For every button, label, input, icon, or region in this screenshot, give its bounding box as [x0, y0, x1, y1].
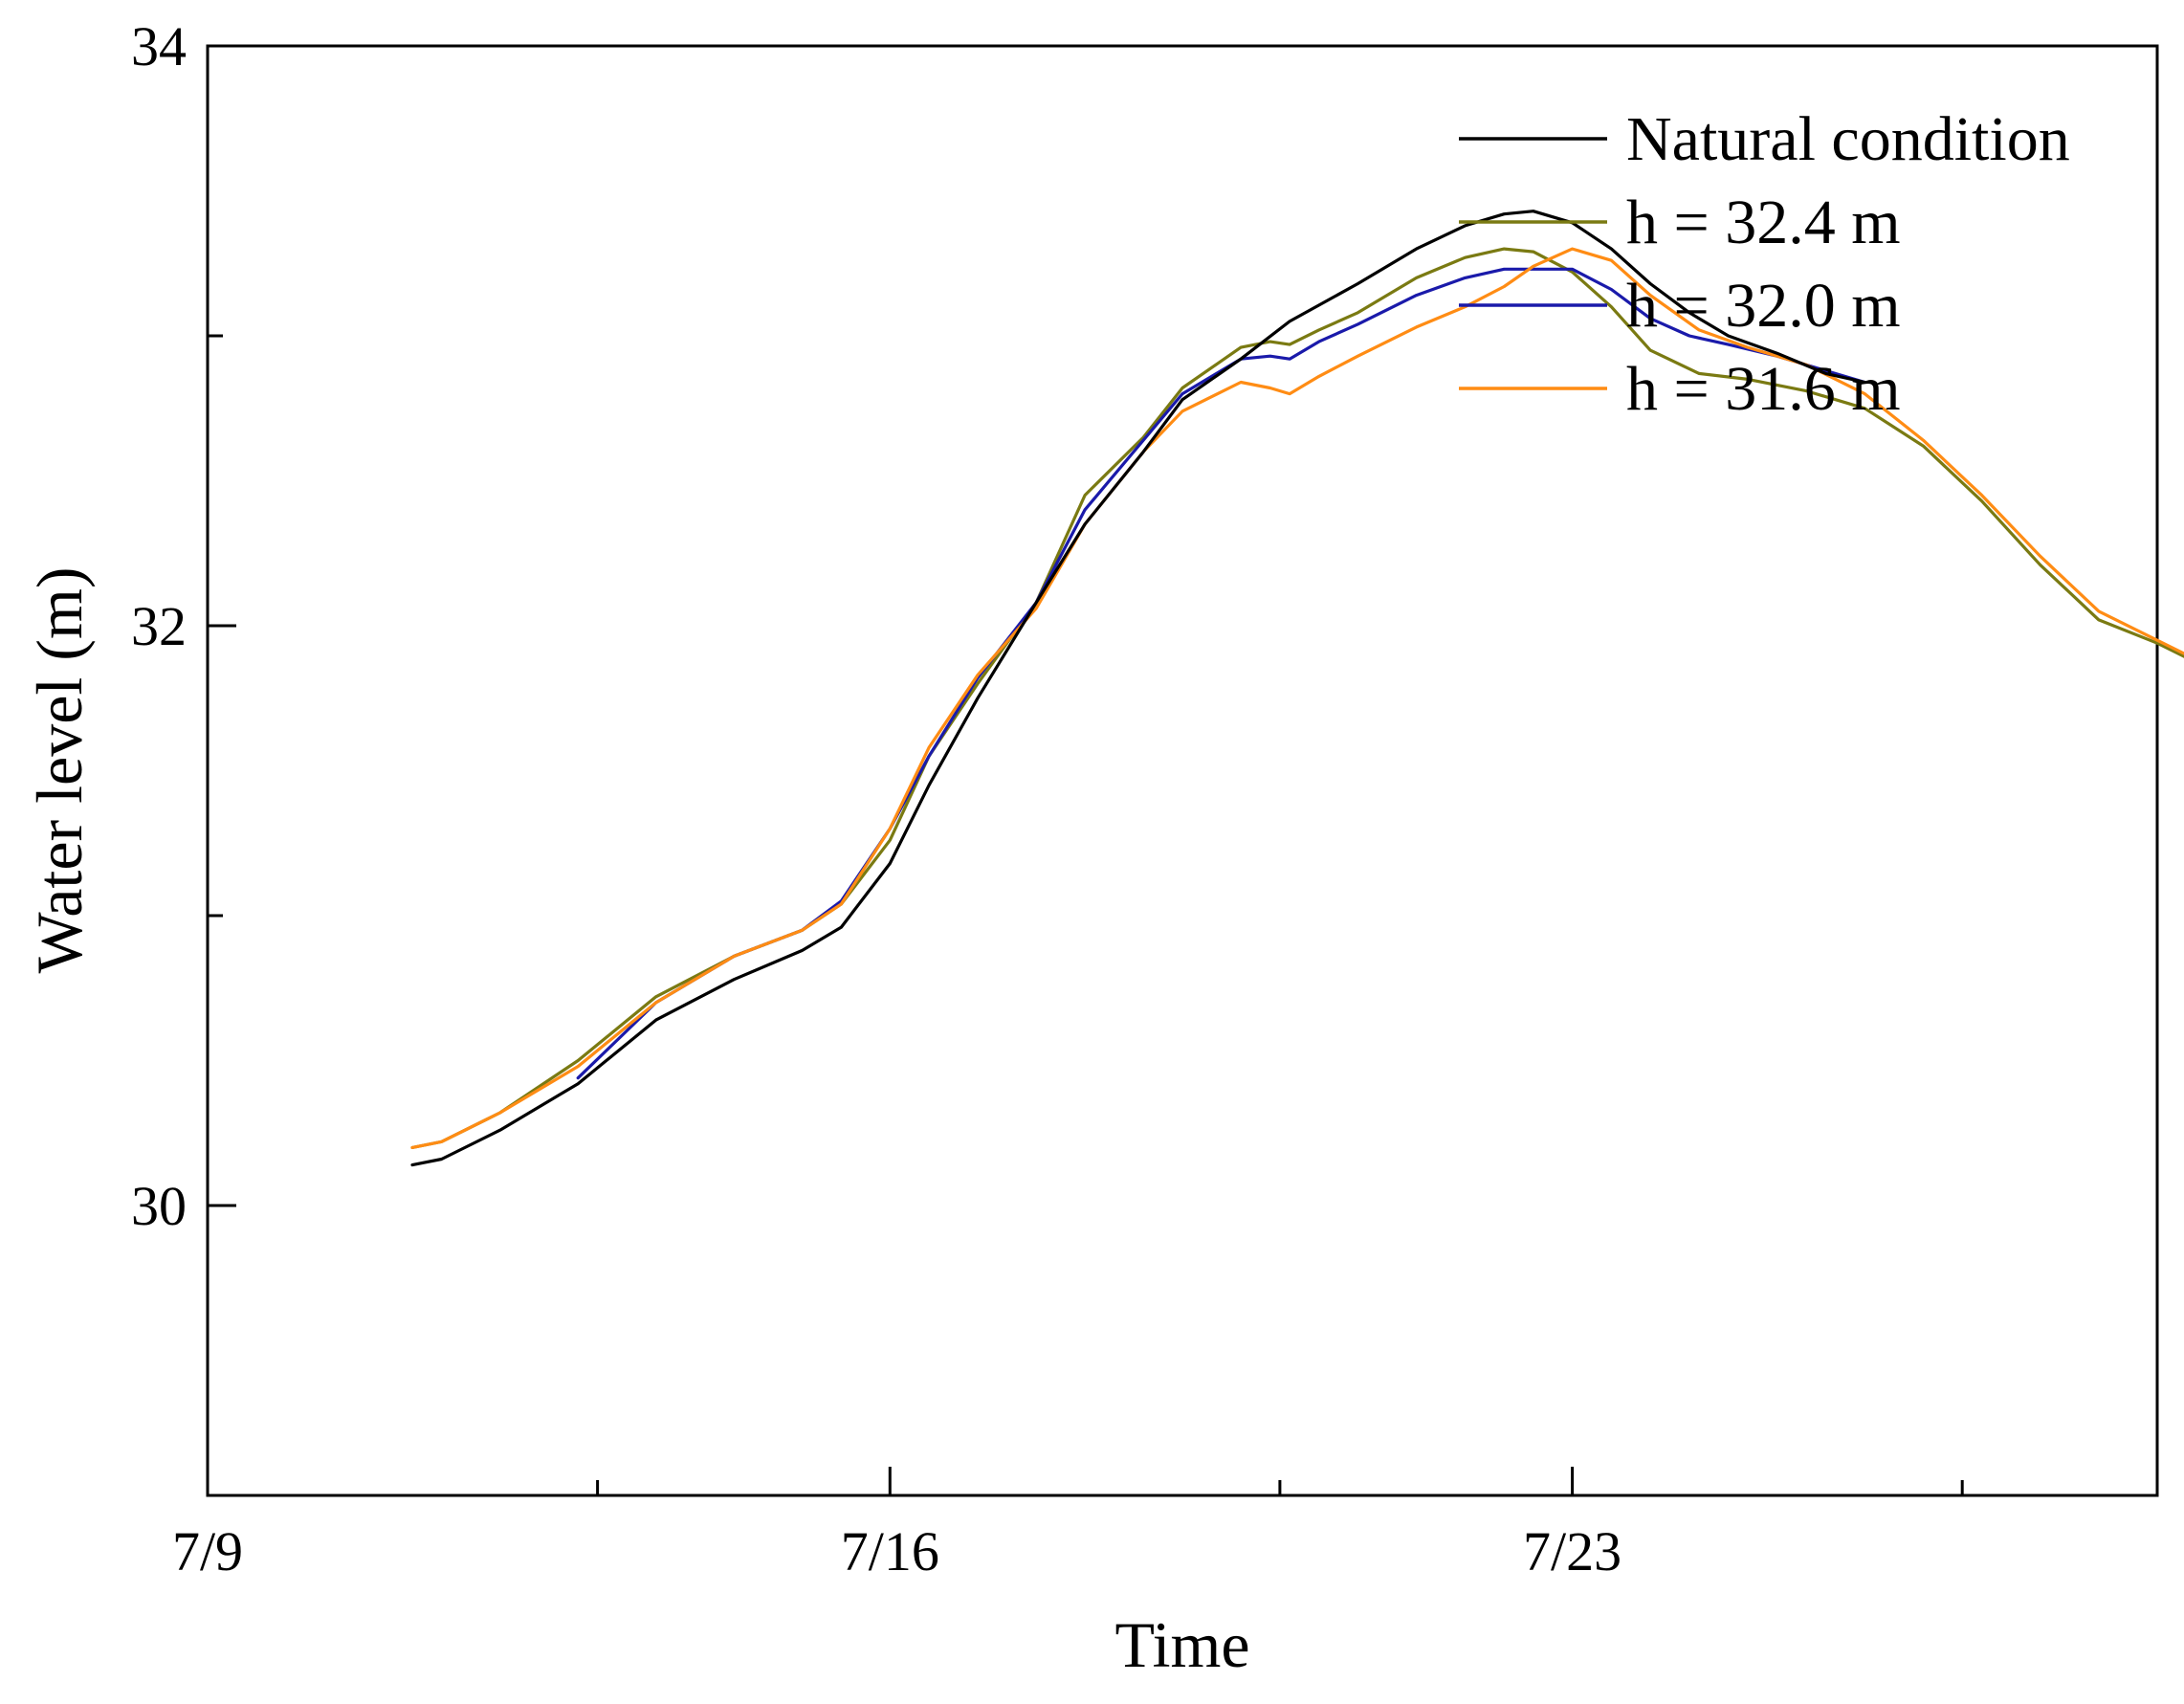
- legend-label: h = 32.0 m: [1626, 271, 1901, 341]
- series-line-natural-condition: [410, 210, 1866, 1167]
- x-axis: 7/97/167/237/30: [172, 1467, 1964, 1582]
- y-tick-label: 34: [131, 15, 187, 77]
- x-axis-title: Time: [1114, 1608, 1249, 1681]
- legend: Natural condition h = 32.4 m h = 32.0 m h =…: [1459, 104, 2070, 424]
- x-tick-label: 7/23: [1523, 1520, 1621, 1582]
- y-axis-title: Water level (m): [23, 567, 96, 974]
- y-axis: 30 32 34: [131, 15, 236, 1237]
- series-line-h-31-6-m: [410, 247, 2184, 1150]
- legend-label: Natural condition: [1626, 104, 2070, 174]
- x-tick-label: 7/9: [172, 1520, 243, 1582]
- plot-frame: [206, 44, 2159, 1497]
- series-line-h-32-4-m: [410, 247, 2184, 1150]
- series-lines: [410, 210, 2184, 1167]
- y-tick-label: 30: [131, 1175, 187, 1237]
- legend-label: h = 32.4 m: [1626, 188, 1901, 257]
- x-tick-label: 7/16: [841, 1520, 939, 1582]
- legend-label: h = 31.6 m: [1626, 354, 1901, 424]
- y-tick-label: 32: [131, 595, 187, 657]
